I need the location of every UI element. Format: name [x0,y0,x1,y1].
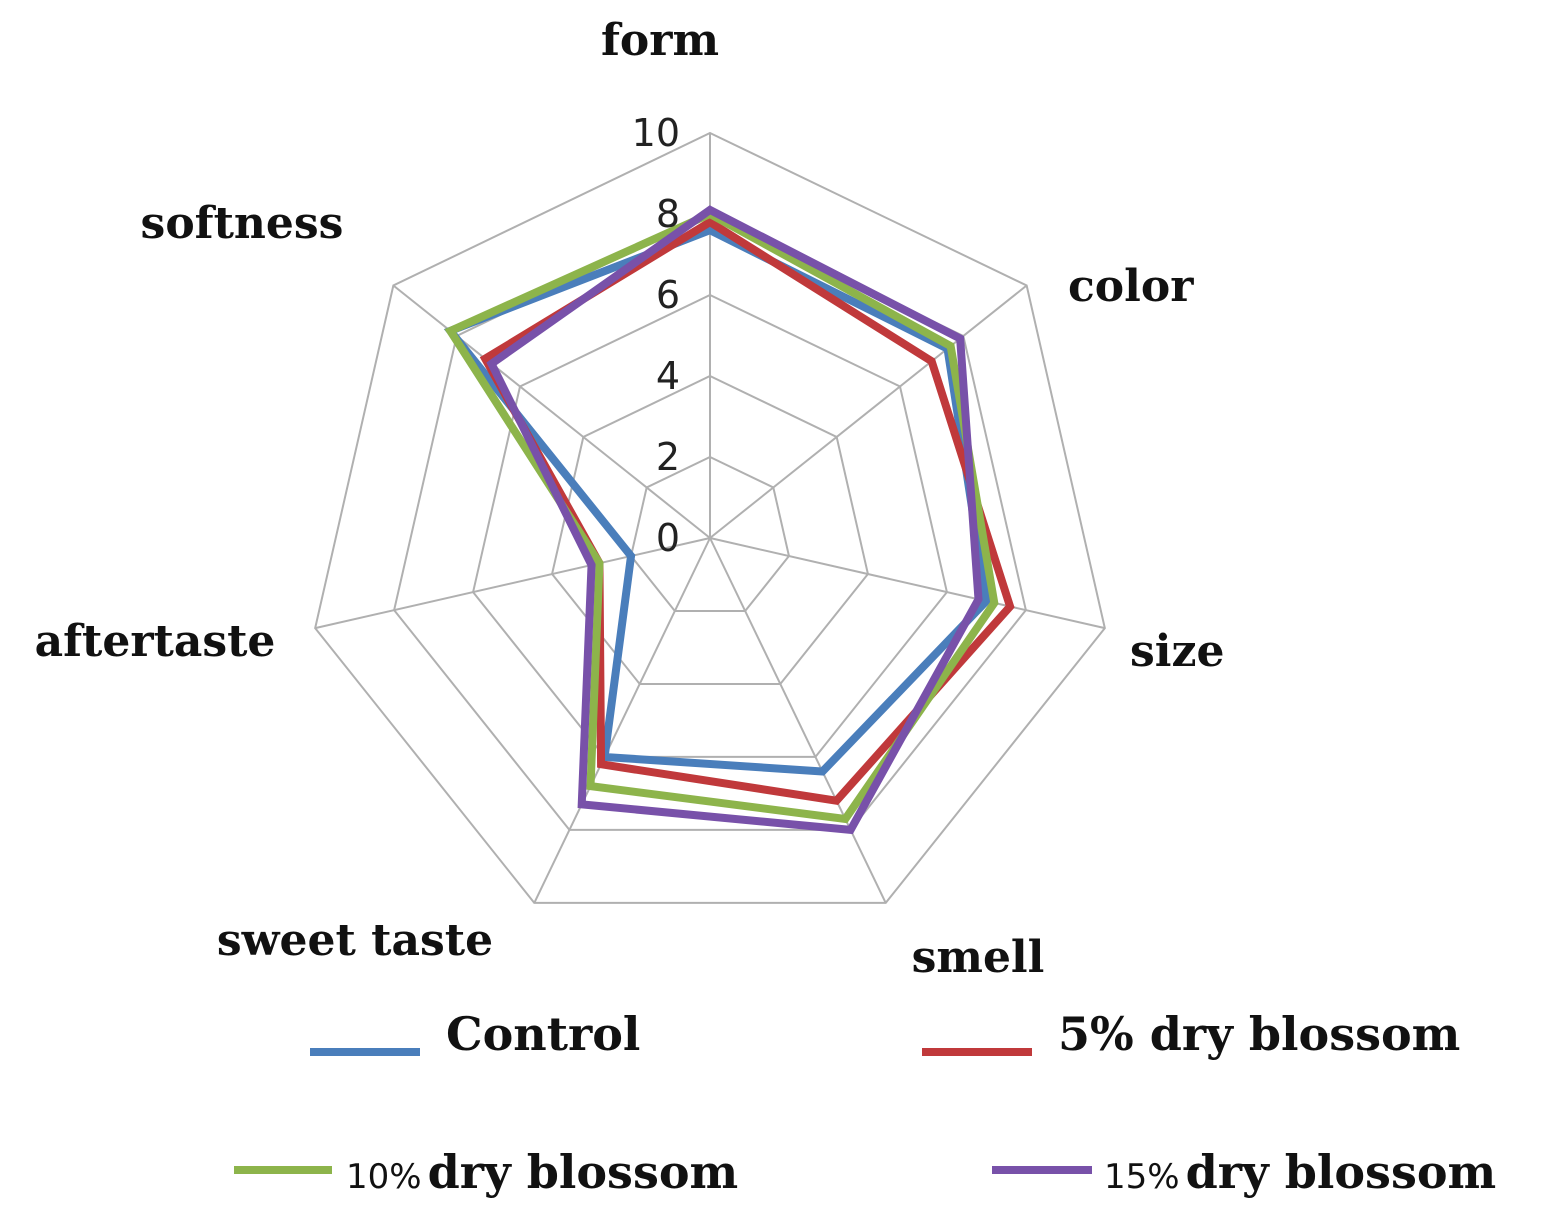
series-line-3 [486,205,983,835]
spoke-1 [709,284,1028,539]
series-lines [443,205,1015,835]
legend-label-3: 15% dry blossom [1104,1145,1496,1199]
spoke-4 [533,537,711,904]
axis-label-3: smell [912,932,1045,983]
axis-label-2: size [1130,626,1224,677]
grid-ring-4 [550,374,870,685]
axis-label-5: aftertaste [35,616,276,667]
legend-label-text-0: Control [446,1007,640,1061]
spoke-2 [709,537,1106,630]
grid-ring-2 [629,455,791,612]
tick-label: 8 [656,192,680,236]
axis-labels: form color size smell sweet taste aftertaste s… [35,15,1225,983]
axis-label-1: color [1068,261,1194,312]
legend-label-0: Control [446,1007,640,1061]
legend-label-text-3: dry blossom [1186,1145,1497,1199]
legend-label-prefix-2: 10% [346,1157,422,1197]
tick-label: 6 [656,273,680,317]
spoke-6 [392,284,711,539]
axis-label-4: sweet taste [217,915,493,966]
series-line-2 [444,209,999,824]
grid-ring-8 [393,212,1027,831]
tick-label: 4 [656,354,680,398]
tick-label: 0 [656,516,680,560]
radar-grid [314,131,1106,904]
grid-ring-10 [314,131,1106,904]
tick-labels: 0 2 4 6 8 10 [632,111,680,560]
series-line-0 [443,225,991,776]
tick-label: 10 [632,111,680,155]
legend-label-text-2: dry blossom [428,1145,739,1199]
legend-label-prefix-3: 15% [1104,1157,1180,1197]
axis-label-0: form [601,15,719,66]
legend-label-1: 5% dry blossom [1058,1007,1460,1061]
radar-spokes [314,133,1106,904]
legend-label-text-1: 5% dry blossom [1058,1007,1460,1061]
tick-label: 2 [656,435,680,479]
axis-label-6: softness [141,198,344,249]
legend-label-2: 10% dry blossom [346,1145,738,1199]
spoke-5 [314,537,711,630]
spoke-3 [709,537,887,904]
